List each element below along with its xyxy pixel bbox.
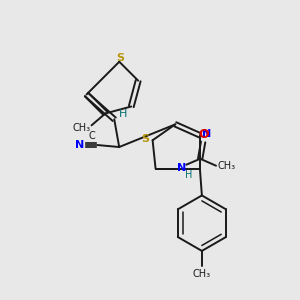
Text: N: N (202, 129, 212, 139)
Text: N: N (177, 163, 186, 173)
Text: CH₃: CH₃ (73, 123, 91, 133)
Text: S: S (142, 134, 150, 144)
Text: O: O (199, 128, 209, 140)
Text: CH₃: CH₃ (218, 161, 236, 171)
Text: CH₃: CH₃ (193, 269, 211, 279)
Text: H: H (184, 169, 192, 180)
Text: N: N (75, 140, 84, 150)
Text: C: C (88, 131, 95, 141)
Text: S: S (116, 53, 124, 63)
Text: H: H (119, 109, 128, 119)
